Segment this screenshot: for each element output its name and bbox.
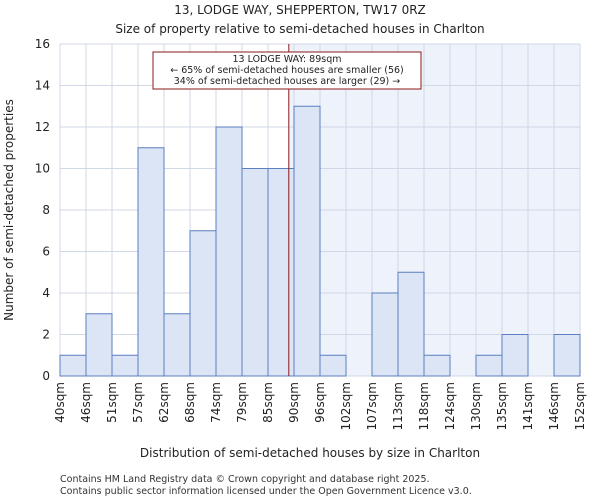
- histogram-bar: [267, 168, 295, 377]
- histogram-bar: [501, 334, 529, 377]
- histogram-bar: [553, 334, 581, 377]
- x-tick-label: 130sqm: [469, 382, 483, 430]
- histogram-bar: [423, 354, 451, 377]
- x-tick-label: 62sqm: [157, 382, 171, 423]
- x-tick-label: 124sqm: [443, 382, 457, 430]
- x-tick-label: 57sqm: [131, 382, 145, 423]
- histogram-bar: [293, 105, 321, 377]
- annotation-frame: [152, 51, 422, 90]
- x-axis-label: Distribution of semi-detached houses by …: [140, 446, 480, 460]
- y-tick-label: 6: [42, 245, 50, 259]
- y-tick-label: 4: [42, 286, 50, 300]
- x-tick-label: 141sqm: [521, 382, 535, 430]
- histogram-bar: [137, 147, 165, 377]
- histogram-bar: [371, 292, 399, 377]
- x-tick-label: 40sqm: [53, 382, 67, 423]
- y-axis-ticks: 0 2 4 6 8 10 12 14 16: [35, 37, 50, 383]
- chart-subtitle: Size of property relative to semi-detach…: [115, 22, 484, 36]
- x-tick-label: 152sqm: [573, 382, 587, 430]
- bars: [59, 105, 581, 377]
- x-tick-label: 79sqm: [235, 382, 249, 423]
- y-tick-label: 14: [35, 79, 50, 93]
- x-tick-label: 46sqm: [79, 382, 93, 423]
- histogram-bar: [85, 313, 113, 377]
- chart-title: 13, LODGE WAY, SHEPPERTON, TW17 0RZ: [174, 3, 426, 17]
- annotation-box: 13 LODGE WAY: 89sqm ← 65% of semi-detach…: [152, 51, 422, 90]
- histogram-bar: [475, 354, 503, 377]
- x-tick-label: 85sqm: [261, 382, 275, 423]
- x-tick-label: 146sqm: [547, 382, 561, 430]
- x-tick-label: 135sqm: [495, 382, 509, 430]
- histogram-bar: [397, 271, 425, 377]
- y-tick-label: 10: [35, 162, 50, 176]
- annotation-line-1: 13 LODGE WAY: 89sqm: [233, 54, 342, 65]
- y-axis-label: Number of semi-detached properties: [2, 99, 16, 321]
- footer-line-2: Contains public sector information licen…: [60, 486, 472, 497]
- x-tick-label: 90sqm: [287, 382, 301, 423]
- histogram-bar: [111, 354, 139, 377]
- x-tick-label: 113sqm: [391, 382, 405, 430]
- histogram-bar: [163, 313, 191, 377]
- x-axis-ticks: 40sqm 46sqm 51sqm 57sqm 62sqm 68sqm 74sqm 79sqm…: [53, 382, 587, 430]
- histogram-bar: [319, 354, 347, 377]
- histogram-bar: [241, 168, 269, 377]
- annotation-line-2: ← 65% of semi-detached houses are smalle…: [170, 65, 404, 76]
- x-tick-label: 118sqm: [417, 382, 431, 430]
- x-tick-label: 74sqm: [209, 382, 223, 423]
- y-tick-label: 0: [42, 369, 50, 383]
- footer-line-1: Contains HM Land Registry data © Crown c…: [60, 474, 430, 485]
- annotation-line-3: 34% of semi-detached houses are larger (…: [174, 76, 401, 87]
- histogram-bar: [215, 126, 243, 377]
- x-tick-label: 51sqm: [105, 382, 119, 423]
- y-tick-label: 16: [35, 37, 50, 51]
- x-tick-label: 102sqm: [339, 382, 353, 430]
- histogram-bar: [59, 354, 87, 377]
- histogram-bar: [189, 230, 217, 377]
- x-tick-label: 107sqm: [365, 382, 379, 430]
- x-tick-label: 96sqm: [313, 382, 327, 423]
- y-tick-label: 8: [42, 203, 50, 217]
- x-tick-label: 68sqm: [183, 382, 197, 423]
- y-tick-label: 2: [42, 328, 50, 342]
- y-tick-label: 12: [35, 120, 50, 134]
